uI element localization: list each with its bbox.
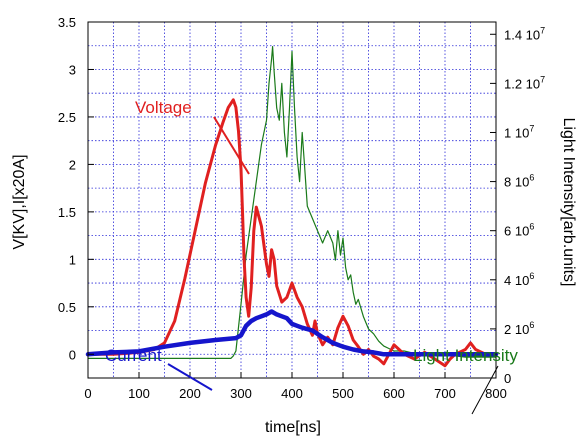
y2-axis-label: Light Intensity[arb.units] xyxy=(560,118,577,287)
annotation-layer: Voltage Current Light Intensity xyxy=(105,98,518,415)
x-tick-label: 600 xyxy=(383,386,405,401)
y-tick-label: 2 xyxy=(69,157,76,172)
y2-tick-label: 1.2 107 xyxy=(504,74,545,91)
x-tick-label: 300 xyxy=(230,386,252,401)
y-tick-label: 3.5 xyxy=(58,15,76,30)
y2-tick-label: 4 106 xyxy=(504,271,534,288)
grid xyxy=(88,22,496,378)
x-tick-label: 100 xyxy=(128,386,150,401)
y-tick-label: 3 xyxy=(69,62,76,77)
series-layer xyxy=(85,46,499,368)
voltage-pointer xyxy=(213,116,250,175)
y2-tick-label: 6 106 xyxy=(504,222,534,239)
y-tick-label: 1 xyxy=(69,252,76,267)
x-tick-label: 500 xyxy=(332,386,354,401)
y-tick-label: 0.5 xyxy=(58,300,76,315)
y-axis-label: V[KV],I[x20A] xyxy=(11,154,28,249)
y2-tick-label: 0 xyxy=(504,371,511,386)
current-annotation: Current xyxy=(105,346,162,365)
current-pointer xyxy=(167,363,213,391)
ticks: 0 100 200 300 400 500 600 700 80000.511.522.533.… xyxy=(58,15,545,401)
series-line-current xyxy=(85,309,499,357)
voltage-annotation: Voltage xyxy=(135,98,192,117)
x-tick-label: 400 xyxy=(281,386,303,401)
light-intensity-pointer xyxy=(471,365,499,415)
y2-tick-label: 2 106 xyxy=(504,320,534,337)
x-tick-label: 200 xyxy=(179,386,201,401)
y2-tick-label: 1 107 xyxy=(504,123,534,140)
x-tick-label: 700 xyxy=(434,386,456,401)
y-tick-label: 0 xyxy=(69,347,76,362)
x-tick-label: 800 xyxy=(485,386,507,401)
x-tick-label: 0 xyxy=(84,386,91,401)
x-axis-label: time[ns] xyxy=(265,419,321,436)
y-tick-label: 1.5 xyxy=(58,205,76,220)
y-tick-label: 2.5 xyxy=(58,110,76,125)
y2-tick-label: 1.4 107 xyxy=(504,25,545,42)
light-intensity-annotation: Light Intensity xyxy=(413,346,518,365)
y2-tick-label: 8 106 xyxy=(504,173,534,190)
